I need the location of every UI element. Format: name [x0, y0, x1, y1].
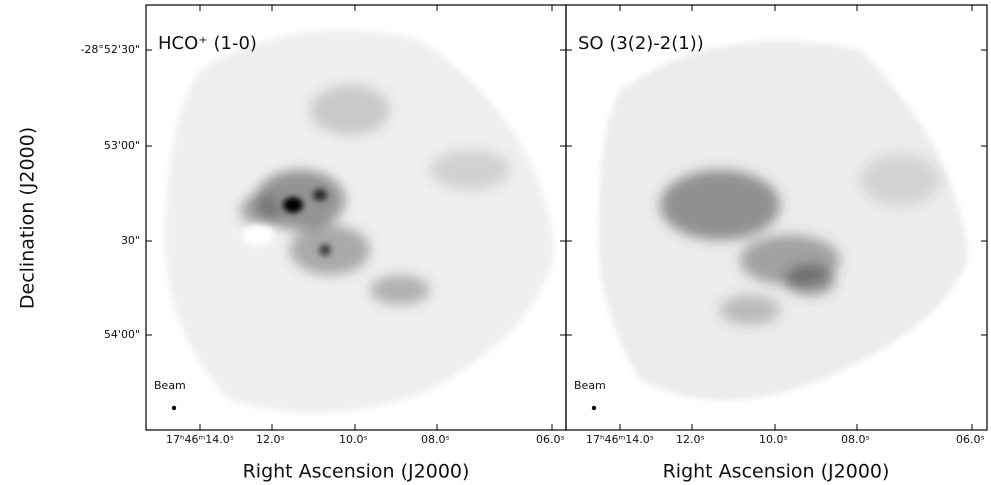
x-axis-label: Right Ascension (J2000) [243, 461, 470, 483]
panel-frame [565, 4, 988, 431]
y-tick-label: -28°52'30" [80, 43, 140, 56]
x-tick-label: 12.0ˢ [676, 433, 705, 446]
x-tick-label: 06.0ˢ [536, 433, 565, 446]
panel-title: HCO⁺ (1-0) [158, 33, 257, 54]
x-axis-label: Right Ascension (J2000) [663, 461, 890, 483]
beam-label: Beam [154, 379, 186, 392]
beam [591, 405, 597, 411]
y-tick-label: 54'00" [104, 328, 140, 341]
x-tick-label: 10.0ˢ [759, 433, 788, 446]
y-tick-label: 30" [121, 234, 140, 247]
x-tick-label: 17ʰ46ᵐ14.0ˢ [166, 433, 234, 446]
x-tick-label: 08.0ˢ [841, 433, 870, 446]
x-tick-label: 10.0ˢ [339, 433, 368, 446]
x-tick-label: 17ʰ46ᵐ14.0ˢ [586, 433, 654, 446]
x-tick-label: 08.0ˢ [421, 433, 450, 446]
y-tick-label: 53'00" [104, 139, 140, 152]
x-tick-label: 06.0ˢ [956, 433, 985, 446]
hco-map [164, 30, 555, 413]
beam [171, 405, 177, 411]
so-map [598, 41, 968, 400]
y-axis-label: Declination (J2000) [17, 127, 39, 309]
beam-label: Beam [574, 379, 606, 392]
panel-title: SO (3(2)-2(1)) [578, 33, 704, 54]
ticks: -28°52'30" 53'00" 30" 54'00" 17ʰ46ᵐ14.0ˢ 12.0… [80, 5, 987, 446]
x-tick-label: 12.0ˢ [256, 433, 285, 446]
